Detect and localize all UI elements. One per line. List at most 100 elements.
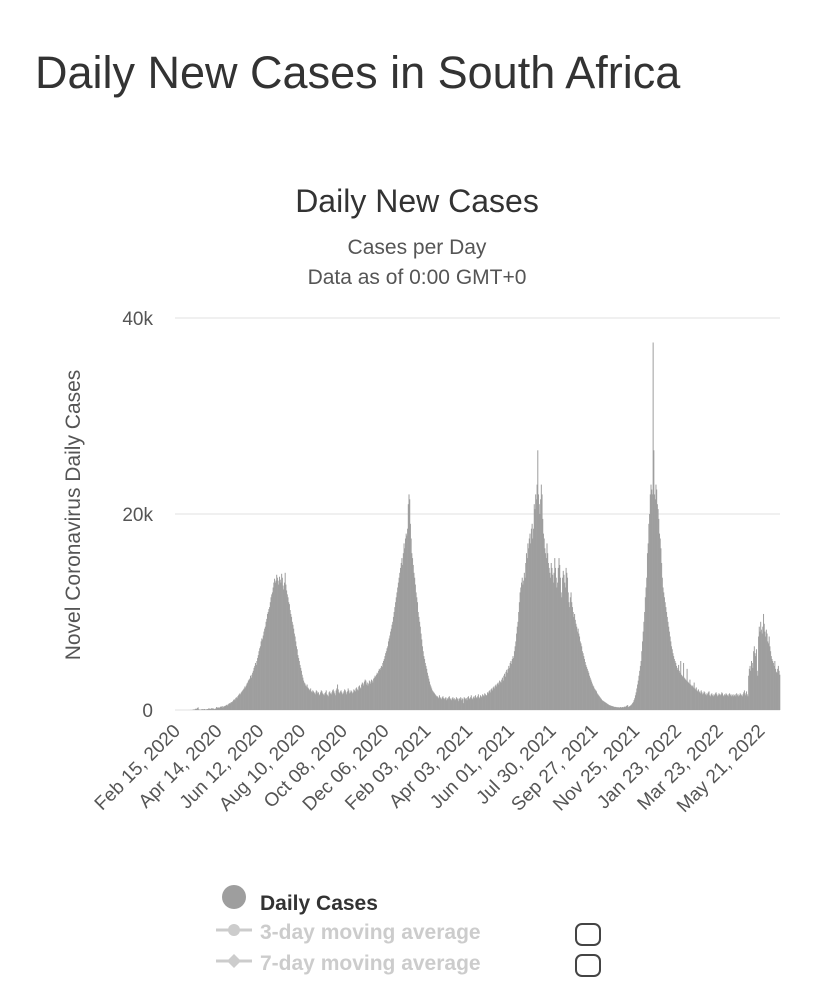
bar bbox=[726, 694, 728, 710]
bar bbox=[419, 621, 421, 710]
bar bbox=[404, 548, 406, 710]
bar bbox=[454, 700, 456, 710]
bar bbox=[541, 494, 543, 710]
bar bbox=[667, 621, 669, 710]
bar bbox=[542, 533, 544, 710]
bar bbox=[661, 563, 663, 710]
legend-label: 3-day moving average bbox=[260, 921, 481, 944]
bar bbox=[748, 675, 750, 710]
bar bbox=[450, 700, 452, 710]
bar bbox=[312, 690, 314, 710]
bar bbox=[540, 499, 542, 710]
bar bbox=[247, 682, 249, 710]
bar bbox=[730, 694, 732, 710]
bar bbox=[549, 572, 551, 710]
bar bbox=[211, 708, 213, 710]
bar bbox=[465, 698, 467, 710]
chart-title: Daily New Cases bbox=[295, 183, 539, 219]
bar bbox=[509, 662, 511, 710]
bar bbox=[601, 700, 603, 710]
bar bbox=[229, 703, 231, 710]
bar bbox=[707, 692, 709, 710]
bar bbox=[588, 672, 590, 710]
bar bbox=[288, 602, 290, 710]
bar bbox=[253, 667, 255, 710]
bar bbox=[360, 688, 362, 710]
bar bbox=[392, 616, 394, 710]
bar bbox=[579, 636, 581, 710]
bar bbox=[286, 590, 288, 710]
bar bbox=[776, 672, 778, 710]
bar bbox=[525, 553, 527, 710]
bar bbox=[617, 707, 619, 710]
bar bbox=[341, 692, 343, 710]
bar bbox=[300, 670, 302, 710]
bar bbox=[692, 687, 694, 710]
bar bbox=[485, 695, 487, 710]
bar bbox=[669, 636, 671, 710]
bar bbox=[596, 693, 598, 710]
bar bbox=[616, 707, 618, 710]
bar bbox=[281, 577, 283, 710]
bar bbox=[223, 706, 225, 710]
bar bbox=[735, 696, 737, 710]
plot-area bbox=[175, 317, 781, 711]
bar bbox=[724, 694, 726, 710]
bar bbox=[508, 665, 510, 710]
bar bbox=[445, 697, 447, 710]
bar bbox=[743, 692, 745, 710]
bar bbox=[605, 702, 607, 710]
bar bbox=[246, 683, 248, 710]
bar bbox=[753, 646, 755, 710]
bar bbox=[695, 689, 697, 710]
bar bbox=[716, 694, 718, 710]
bar bbox=[385, 651, 387, 710]
bar bbox=[438, 698, 440, 710]
bar bbox=[579, 641, 581, 710]
bar bbox=[571, 602, 573, 710]
bar bbox=[283, 589, 285, 710]
bar bbox=[634, 695, 636, 710]
bar bbox=[426, 668, 428, 710]
bar bbox=[252, 672, 254, 710]
bar bbox=[682, 676, 684, 710]
bar bbox=[329, 691, 331, 710]
bar bbox=[620, 707, 622, 710]
bar bbox=[478, 697, 480, 710]
bar bbox=[361, 684, 363, 710]
bar bbox=[651, 494, 653, 710]
checkbox[interactable] bbox=[575, 954, 601, 977]
bar bbox=[749, 665, 751, 710]
bar bbox=[384, 656, 386, 710]
bar bbox=[523, 580, 525, 710]
bar bbox=[574, 613, 576, 710]
bar bbox=[462, 699, 464, 710]
bar bbox=[569, 597, 571, 710]
bar bbox=[755, 649, 757, 710]
bar bbox=[660, 548, 662, 710]
bar bbox=[223, 706, 225, 710]
bar bbox=[555, 577, 557, 710]
bar bbox=[621, 707, 623, 710]
bar bbox=[606, 703, 608, 710]
bar bbox=[349, 692, 351, 710]
bar bbox=[335, 690, 337, 710]
checkbox[interactable] bbox=[575, 923, 601, 946]
bar bbox=[315, 690, 317, 710]
bar bbox=[442, 696, 444, 710]
bar bbox=[491, 688, 493, 710]
bar bbox=[361, 682, 363, 710]
bar bbox=[547, 553, 549, 710]
bar bbox=[296, 649, 298, 710]
bar bbox=[448, 697, 450, 710]
bar bbox=[252, 670, 254, 710]
bar bbox=[512, 656, 514, 710]
bar bbox=[339, 691, 341, 710]
bar bbox=[659, 533, 661, 710]
bar bbox=[254, 665, 256, 710]
bar bbox=[400, 563, 402, 710]
bar bbox=[744, 693, 746, 710]
bar bbox=[363, 685, 365, 710]
bar bbox=[443, 698, 445, 710]
bar bbox=[207, 709, 209, 710]
